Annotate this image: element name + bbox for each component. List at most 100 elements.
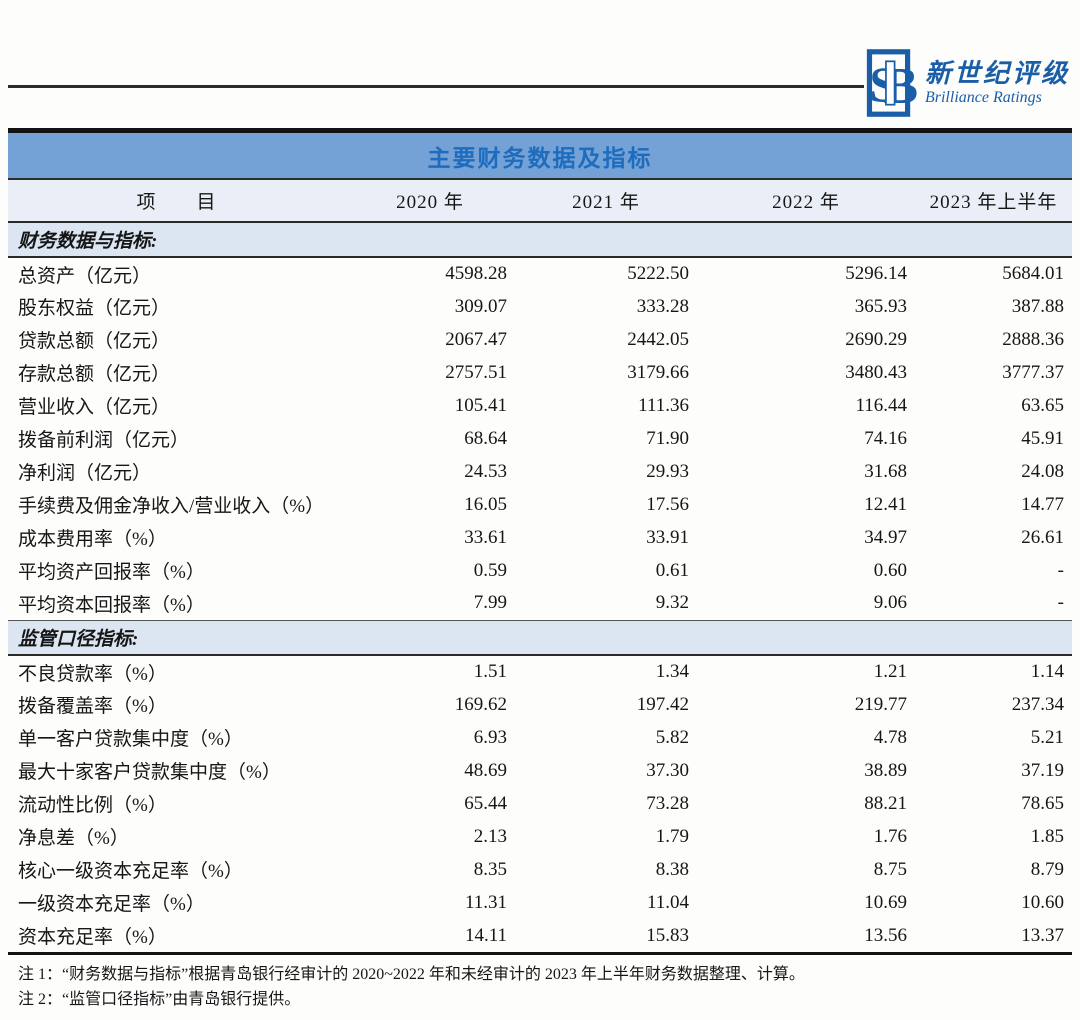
cell-value: 26.61 xyxy=(1021,526,1064,548)
row-label: 贷款总额（亿元） xyxy=(18,331,171,352)
cell-value: 31.68 xyxy=(864,460,907,482)
cell-value: 88.21 xyxy=(864,792,907,814)
cell-value: 7.99 xyxy=(473,592,507,614)
brand-logo: S B 新世纪评级 Brilliance Ratings xyxy=(866,48,1070,118)
cell-value: 11.31 xyxy=(464,891,507,913)
column-header-item: 项 目 xyxy=(8,180,345,223)
financial-data-table: 项 目 2020 年 2021 年 2022 年 2023 年上半年 财务数据与… xyxy=(8,180,1072,952)
cell-value: 24.08 xyxy=(1021,460,1064,482)
row-label: 资本充足率（%） xyxy=(18,927,167,948)
column-header-2020: 2020 年 xyxy=(345,180,515,223)
table-row: 贷款总额（亿元） 2067.47 2442.05 2690.29 2888.36 xyxy=(8,323,1072,356)
row-label: 流动性比例（%） xyxy=(18,795,167,816)
cell-value: 8.38 xyxy=(655,858,689,880)
table-row: 拨备前利润（亿元） 68.64 71.90 74.16 45.91 xyxy=(8,422,1072,455)
cell-value: 5222.50 xyxy=(627,263,689,284)
row-label: 净息差（%） xyxy=(18,828,129,849)
cell-value: 1.21 xyxy=(873,661,907,682)
table-row: 存款总额（亿元） 2757.51 3179.66 3480.43 3777.37 xyxy=(8,356,1072,389)
cell-value: 333.28 xyxy=(636,295,689,317)
row-label: 存款总额（亿元） xyxy=(18,364,171,385)
row-label: 净利润（亿元） xyxy=(18,463,152,484)
row-label: 一级资本充足率（%） xyxy=(18,894,205,915)
table-row: 单一客户贷款集中度（%） 6.93 5.82 4.78 5.21 xyxy=(8,721,1072,754)
cell-value: 73.28 xyxy=(646,792,689,814)
column-header-2023h1: 2023 年上半年 xyxy=(915,180,1072,223)
row-label: 核心一级资本充足率（%） xyxy=(18,861,243,882)
row-label: 平均资产回报率（%） xyxy=(18,562,205,583)
cell-value: 4.78 xyxy=(873,726,907,748)
cell-value: 2757.51 xyxy=(445,361,507,383)
cell-value: 169.62 xyxy=(454,693,507,715)
cell-value: 2888.36 xyxy=(1002,328,1064,350)
cell-value: 3777.37 xyxy=(1002,361,1064,383)
row-label: 单一客户贷款集中度（%） xyxy=(18,729,243,750)
cell-value: 2067.47 xyxy=(445,328,507,350)
cell-value: 33.61 xyxy=(464,526,507,548)
cell-value: 0.61 xyxy=(655,559,689,581)
column-header-2021: 2021 年 xyxy=(515,180,697,223)
cell-value: 78.65 xyxy=(1021,792,1064,814)
table-row: 净利润（亿元） 24.53 29.93 31.68 24.08 xyxy=(8,455,1072,488)
cell-value: 387.88 xyxy=(1011,295,1064,317)
cell-value: 38.89 xyxy=(864,759,907,781)
cell-value: 15.83 xyxy=(646,924,689,946)
footnotes: 注 1：“财务数据与指标”根据青岛银行经审计的 2020~2022 年和未经审计… xyxy=(8,952,1072,1020)
cell-value: 37.30 xyxy=(646,759,689,781)
cell-value: 0.60 xyxy=(873,559,907,581)
cell-value: 63.65 xyxy=(1021,394,1064,416)
table-row: 一级资本充足率（%） 11.31 11.04 10.69 10.60 xyxy=(8,886,1072,919)
cell-value: 2690.29 xyxy=(845,328,907,350)
table-row: 最大十家客户贷款集中度（%） 48.69 37.30 38.89 37.19 xyxy=(8,754,1072,787)
header-rule xyxy=(8,85,864,88)
row-label: 手续费及佣金净收入/营业收入（%） xyxy=(18,496,325,517)
table-row: 营业收入（亿元） 105.41 111.36 116.44 63.65 xyxy=(8,389,1072,422)
cell-value: 111.36 xyxy=(638,394,689,416)
table-body: 财务数据与指标: 总资产（亿元） 4598.28 5222.50 5296.14 5684… xyxy=(8,221,1072,952)
table-row: 平均资本回报率（%） 7.99 9.32 9.06 - xyxy=(8,587,1072,620)
cell-value: 16.05 xyxy=(464,493,507,515)
cell-value: - xyxy=(1057,559,1064,581)
section-header-label: 财务数据与指标: xyxy=(8,221,1072,258)
table-row: 股东权益（亿元） 309.07 333.28 365.93 387.88 xyxy=(8,290,1072,323)
cell-value: 68.64 xyxy=(464,427,507,449)
cell-value: 1.34 xyxy=(655,661,689,682)
footnote-2: 注 2：“监管口径指标”由青岛银行提供。 xyxy=(18,991,301,1008)
cell-value: 4598.28 xyxy=(445,263,507,284)
brand-name: 新世纪评级 Brilliance Ratings xyxy=(925,59,1070,107)
row-label: 拨备覆盖率（%） xyxy=(18,696,167,717)
row-label: 总资产（亿元） xyxy=(18,265,152,287)
table-row: 核心一级资本充足率（%） 8.35 8.38 8.75 8.79 xyxy=(8,853,1072,886)
cell-value: 13.37 xyxy=(1021,924,1064,946)
cell-value: 237.34 xyxy=(1011,693,1064,715)
cell-value: 5.82 xyxy=(655,726,689,748)
table-row: 流动性比例（%） 65.44 73.28 88.21 78.65 xyxy=(8,787,1072,820)
cell-value: 11.04 xyxy=(646,891,689,913)
cell-value: 5.21 xyxy=(1030,726,1064,748)
cell-value: 74.16 xyxy=(864,427,907,449)
sb-monogram-icon: S B xyxy=(866,48,918,118)
table-row: 成本费用率（%） 33.61 33.91 34.97 26.61 xyxy=(8,521,1072,554)
cell-value: 5684.01 xyxy=(1002,263,1064,284)
row-label: 最大十家客户贷款集中度（%） xyxy=(18,762,281,783)
table-row: 总资产（亿元） 4598.28 5222.50 5296.14 5684.01 xyxy=(8,257,1072,290)
cell-value: 71.90 xyxy=(646,427,689,449)
cell-value: 1.85 xyxy=(1030,825,1064,847)
brand-name-cn: 新世纪评级 xyxy=(924,58,1070,88)
cell-value: 37.19 xyxy=(1021,759,1064,781)
cell-value: 1.14 xyxy=(1030,661,1064,682)
cell-value: 9.32 xyxy=(655,592,689,614)
cell-value: 1.76 xyxy=(873,825,907,847)
cell-value: 14.77 xyxy=(1021,493,1064,515)
cell-value: 24.53 xyxy=(464,460,507,482)
cell-value: 105.41 xyxy=(454,394,507,416)
letterhead: S B 新世纪评级 Brilliance Ratings xyxy=(0,0,1080,128)
row-label: 平均资本回报率（%） xyxy=(18,594,205,616)
cell-value: 13.56 xyxy=(864,924,907,946)
cell-value: 3179.66 xyxy=(627,361,689,383)
cell-value: 48.69 xyxy=(464,759,507,781)
cell-value: 29.93 xyxy=(646,460,689,482)
cell-value: 65.44 xyxy=(464,792,507,814)
cell-value: 12.41 xyxy=(864,493,907,515)
